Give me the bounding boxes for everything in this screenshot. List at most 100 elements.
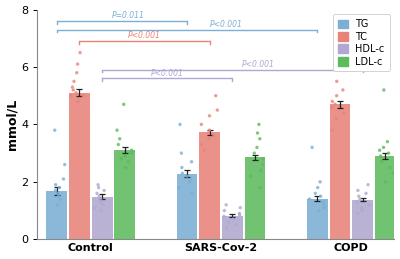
Point (118, 157, 124, 161)
Point (80, 94, 86, 98)
Point (354, 211, 361, 215)
Point (205, 131, 212, 135)
Point (329, 105, 335, 109)
Point (365, 183, 371, 187)
Point (198, 122, 204, 126)
Point (333, 117, 340, 121)
Point (257, 185, 263, 190)
Point (340, 88, 346, 92)
Point (128, 151, 135, 155)
Point (125, 160, 132, 164)
Point (75, 99, 81, 104)
Bar (245, 157, 266, 239)
Point (70, 88, 76, 92)
Point (341, 111, 347, 115)
Point (357, 197, 363, 201)
Point (176, 185, 182, 190)
Point (115, 142, 122, 147)
Point (116, 137, 123, 141)
Bar (330, 104, 350, 239)
Point (122, 166, 129, 170)
Point (74, 62, 81, 66)
Point (98, 197, 104, 201)
Point (52, 128, 58, 132)
Point (77, 51, 83, 55)
Point (321, 203, 327, 207)
Point (316, 208, 322, 213)
Bar (92, 197, 112, 239)
Point (221, 214, 227, 218)
Point (380, 145, 387, 149)
Point (260, 163, 266, 167)
Point (201, 148, 208, 152)
Point (356, 194, 362, 198)
Point (236, 213, 243, 217)
Point (338, 48, 345, 52)
Point (206, 114, 213, 118)
Point (223, 203, 229, 207)
Point (317, 180, 323, 184)
Point (381, 88, 387, 92)
Point (96, 185, 102, 190)
Point (206, 128, 213, 132)
Point (179, 166, 185, 170)
Bar (46, 191, 67, 239)
Point (236, 211, 242, 215)
Point (57, 197, 64, 201)
Point (334, 79, 340, 83)
Point (221, 208, 228, 213)
Point (210, 134, 217, 138)
Point (329, 99, 336, 104)
Point (320, 200, 326, 204)
Y-axis label: mmol/L: mmol/L (6, 99, 18, 150)
Bar (69, 93, 90, 239)
Point (318, 194, 324, 198)
Bar (114, 150, 135, 239)
Point (390, 171, 396, 175)
Point (314, 185, 321, 190)
Bar (307, 198, 328, 239)
Bar (375, 156, 396, 239)
Point (128, 148, 135, 152)
Point (309, 145, 315, 149)
Point (186, 180, 192, 184)
Bar (199, 132, 220, 239)
Point (68, 94, 74, 98)
Point (60, 177, 67, 181)
Point (233, 223, 240, 227)
Point (254, 145, 260, 149)
Point (230, 217, 236, 221)
Text: P<0.001: P<0.001 (210, 20, 243, 29)
Point (74, 71, 80, 75)
Point (188, 191, 195, 195)
Point (120, 102, 127, 106)
Point (96, 194, 102, 198)
Point (384, 140, 391, 144)
Point (69, 85, 76, 89)
Bar (352, 200, 373, 239)
Point (258, 168, 264, 172)
Point (225, 220, 232, 224)
Point (254, 131, 261, 135)
Point (114, 128, 120, 132)
Point (260, 157, 266, 161)
Point (387, 166, 393, 170)
Point (306, 197, 312, 201)
Point (198, 142, 205, 147)
Point (376, 148, 383, 152)
Point (55, 194, 62, 198)
Bar (177, 174, 198, 239)
Point (247, 174, 254, 178)
Point (100, 203, 106, 207)
Point (62, 163, 68, 167)
Point (179, 171, 186, 175)
Point (178, 151, 184, 155)
Point (332, 102, 338, 106)
Point (385, 151, 392, 155)
Point (71, 79, 77, 83)
Point (122, 154, 128, 158)
Text: P<0.001: P<0.001 (151, 69, 184, 78)
Point (358, 206, 364, 210)
Point (223, 226, 230, 230)
Point (91, 206, 97, 210)
